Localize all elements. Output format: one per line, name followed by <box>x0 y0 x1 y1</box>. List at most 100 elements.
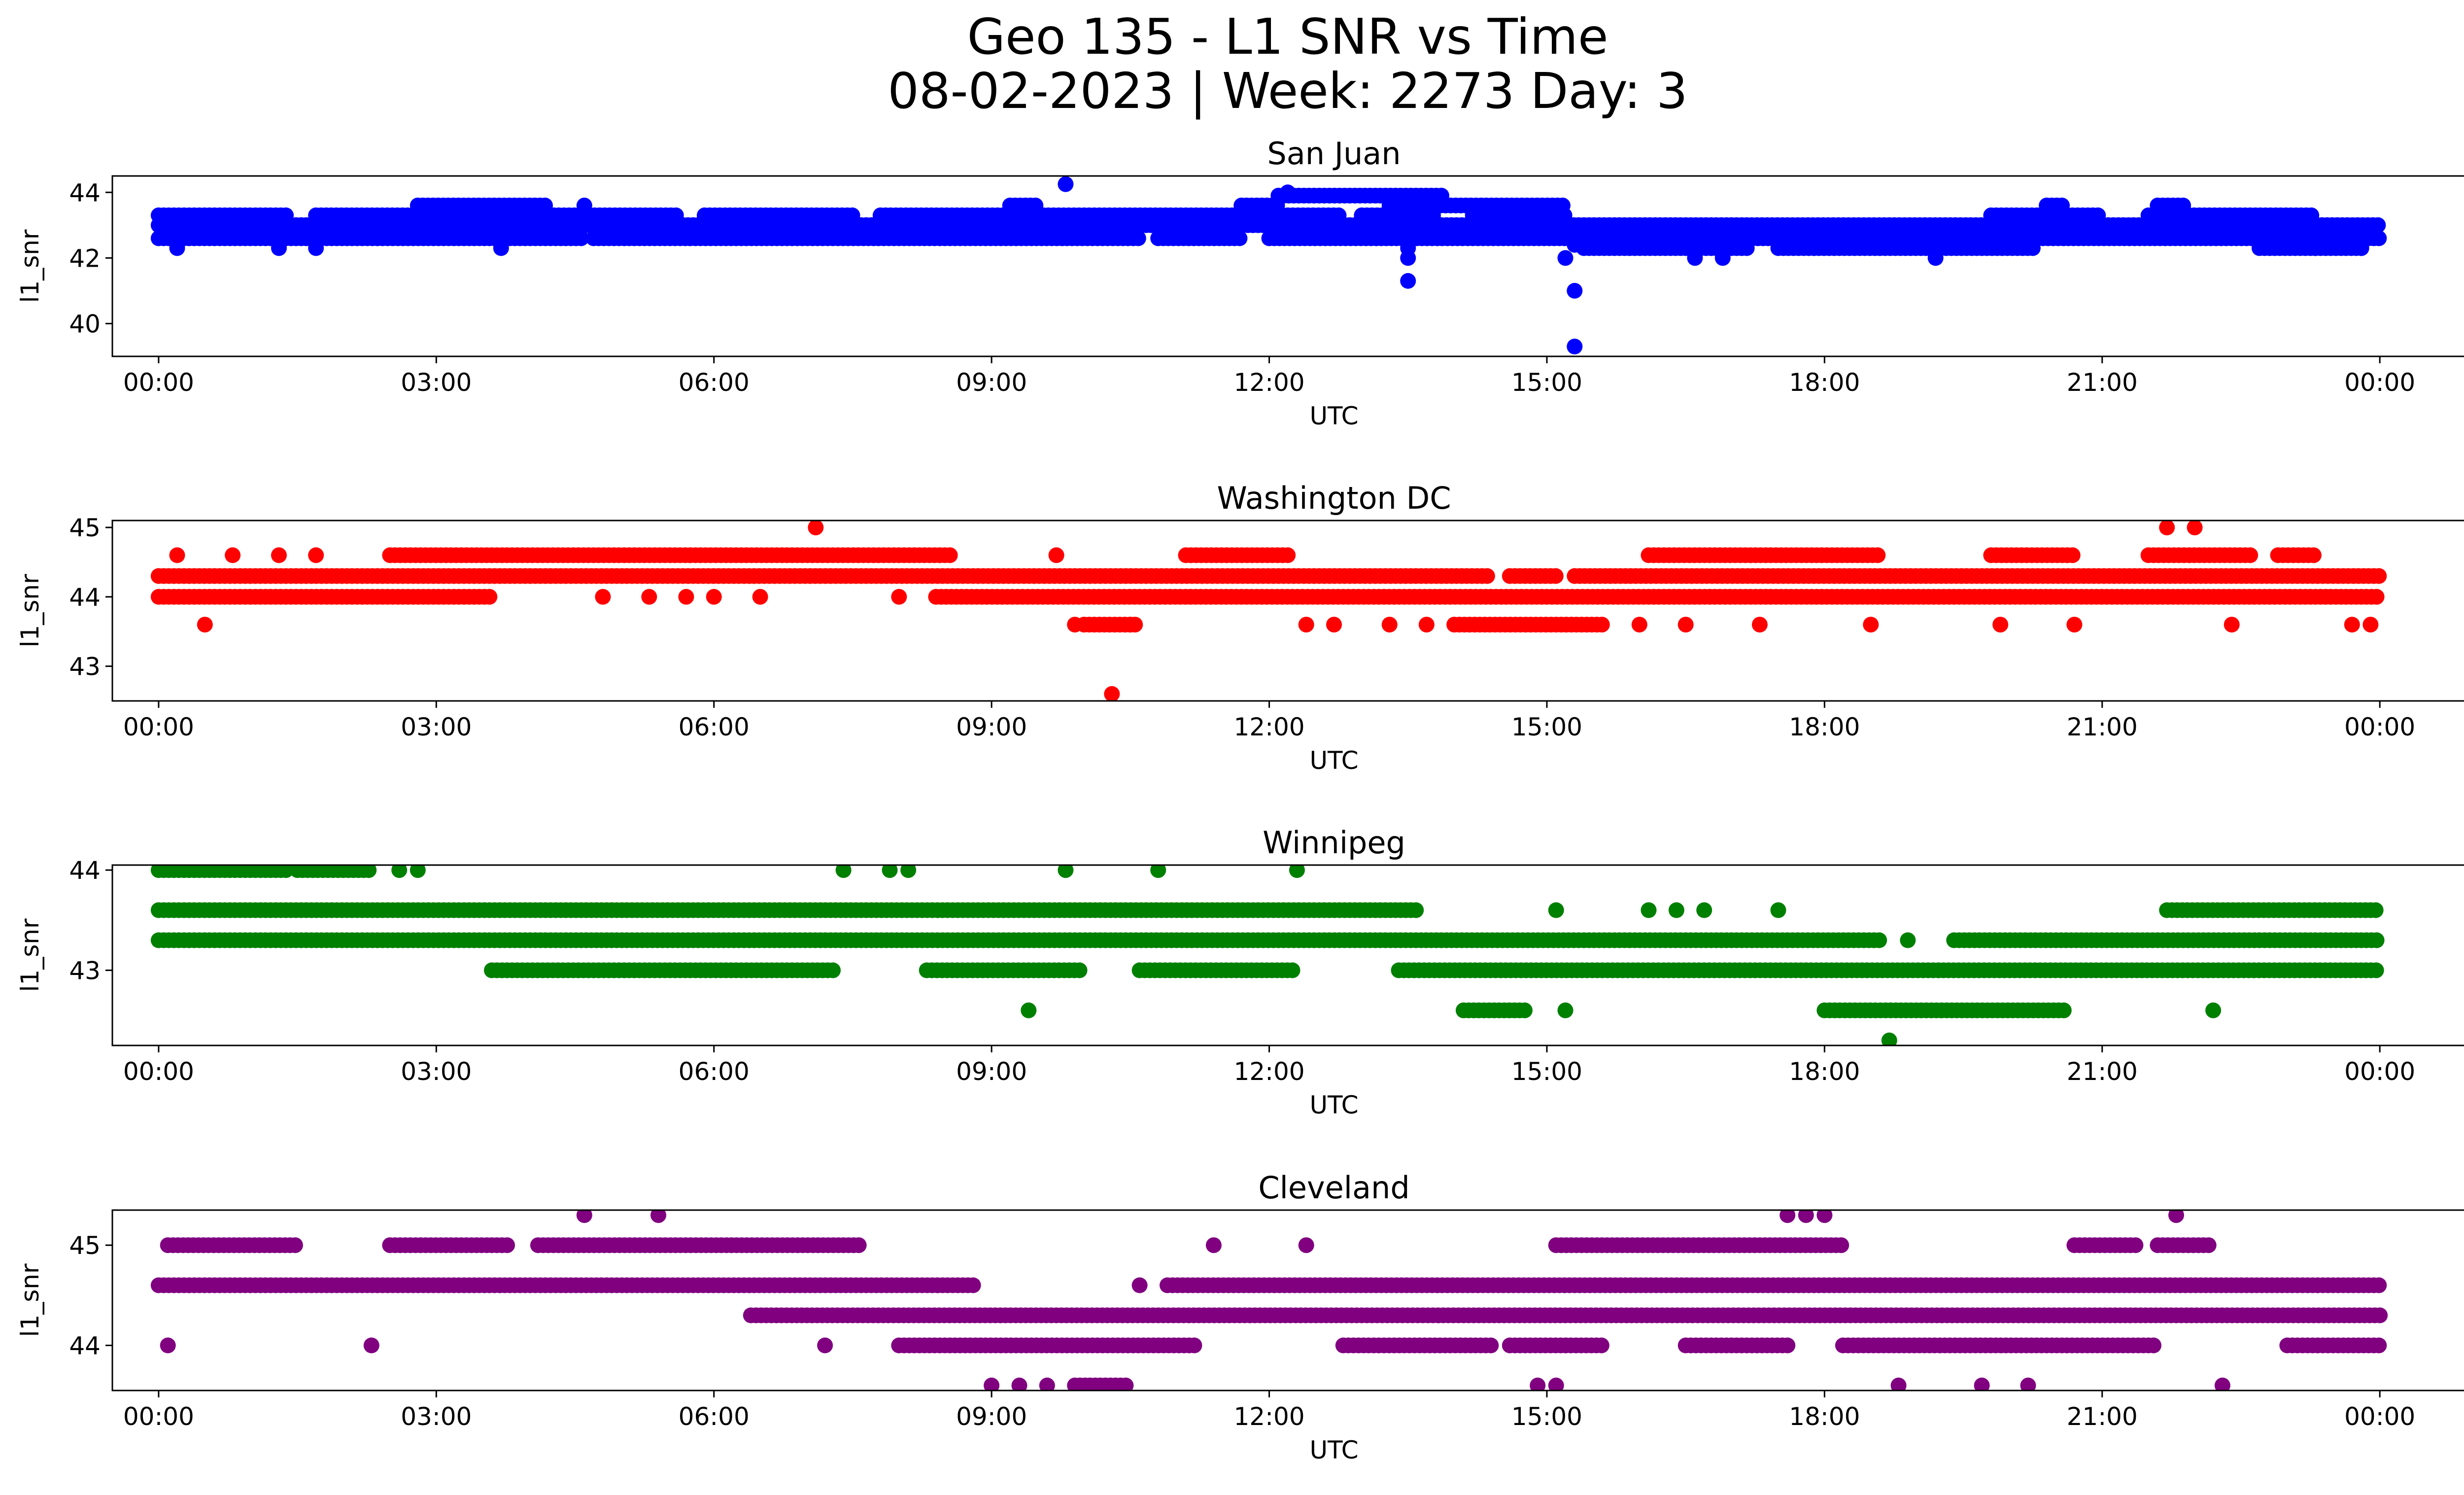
x-tick-label: 12:00 <box>1233 713 1304 741</box>
data-point <box>2146 1337 2161 1354</box>
x-tick-label: 09:00 <box>956 368 1027 397</box>
data-point <box>1751 617 1768 633</box>
data-point <box>1668 902 1684 918</box>
data-point <box>2372 1307 2388 1323</box>
data-point <box>1284 962 1300 978</box>
y-tick-label: 45 <box>69 514 101 542</box>
data-point <box>2224 617 2240 633</box>
data-point <box>1381 617 1398 633</box>
data-point <box>1900 932 1916 948</box>
data-point <box>1150 865 1166 878</box>
data-point <box>576 197 592 213</box>
x-tick-label: 21:00 <box>2067 713 2138 741</box>
data-point <box>2371 1277 2387 1293</box>
x-axis-label: UTC <box>1309 402 1358 430</box>
data-point <box>1548 902 1564 918</box>
y-axis-label: l1_snr <box>16 229 44 303</box>
axes-frame <box>111 520 2464 702</box>
data-point <box>942 547 958 563</box>
data-point <box>2368 932 2385 948</box>
data-point <box>391 865 408 878</box>
data-point <box>2064 547 2081 563</box>
data-point <box>825 962 841 978</box>
y-axis-label: l1_snr <box>16 1263 44 1337</box>
subplot-title: Winnipeg <box>1263 825 1405 861</box>
data-point <box>1408 902 1424 918</box>
x-tick-label: 18:00 <box>1789 1402 1860 1431</box>
data-point <box>225 547 241 563</box>
x-tick-label: 00:00 <box>123 1402 194 1431</box>
data-point <box>835 865 852 878</box>
x-tick-label: 09:00 <box>956 713 1027 741</box>
data-point <box>1780 1210 1796 1223</box>
y-tick-label: 44 <box>69 1332 101 1360</box>
x-tick-label: 06:00 <box>679 713 750 741</box>
series-points <box>150 521 2387 701</box>
data-point <box>2066 617 2083 633</box>
data-point <box>308 547 324 563</box>
subplot-cleveland: 00:00 03:00 06:00 09:00 12:00 15:00 18:00 21:00… <box>16 1170 2464 1464</box>
y-tick-label: 43 <box>69 653 101 681</box>
data-point <box>1974 1377 1990 1391</box>
data-point <box>1677 617 1694 633</box>
data-point <box>1798 1210 1814 1223</box>
data-point <box>1530 1377 1546 1391</box>
x-tick-label: 03:00 <box>401 368 472 397</box>
data-point <box>1547 568 1564 584</box>
y-tick-label: 44 <box>69 178 101 207</box>
data-point <box>2307 240 2323 256</box>
data-point <box>271 547 287 563</box>
data-point <box>2187 521 2203 536</box>
data-point <box>1186 1337 1202 1354</box>
axes-frame <box>111 1209 2464 1391</box>
data-point <box>706 589 722 605</box>
x-tick-label: 15:00 <box>1511 713 1582 741</box>
data-point <box>1593 1337 1609 1354</box>
data-point <box>1567 282 1583 299</box>
data-point <box>1992 617 2009 633</box>
x-tick-label: 00:00 <box>2344 368 2415 397</box>
data-point <box>1816 1210 1833 1223</box>
data-point <box>1739 240 1755 256</box>
data-point <box>1557 1002 1574 1018</box>
data-point <box>1833 1237 1849 1253</box>
data-point <box>2353 240 2369 256</box>
data-point <box>1870 547 1886 563</box>
x-tick-label: 06:00 <box>679 1057 750 1086</box>
data-point <box>537 197 553 213</box>
axes-frame <box>111 864 2464 1046</box>
data-point <box>1011 1377 1027 1391</box>
x-tick-label: 15:00 <box>1511 368 1582 397</box>
data-point <box>169 240 185 256</box>
x-tick-label: 03:00 <box>401 713 472 741</box>
x-axis-label: UTC <box>1309 746 1358 775</box>
data-point <box>851 1237 867 1253</box>
data-point <box>1131 1277 1148 1293</box>
data-point <box>2370 217 2386 233</box>
data-point <box>1714 250 1731 266</box>
data-point <box>752 589 768 605</box>
data-point <box>1567 339 1583 354</box>
x-tick-label: 12:00 <box>1233 1057 1304 1086</box>
data-point <box>1021 1002 1037 1018</box>
data-point <box>481 589 498 605</box>
data-point <box>1479 568 1495 584</box>
data-point <box>2368 962 2384 978</box>
data-point <box>1780 1337 1796 1354</box>
x-tick-label: 03:00 <box>401 1402 472 1431</box>
subplot-title: Cleveland <box>1258 1170 1409 1206</box>
x-tick-label: 12:00 <box>1233 368 1304 397</box>
series-points <box>150 865 2385 1045</box>
axes-frame <box>111 175 2464 357</box>
x-tick-label: 09:00 <box>956 1057 1027 1086</box>
subplot-winnipeg: 00:00 03:00 06:00 09:00 12:00 15:00 18:00 21:00… <box>16 825 2464 1119</box>
data-point <box>2368 589 2385 605</box>
data-point <box>2054 197 2070 213</box>
data-point <box>169 547 185 563</box>
data-point <box>1516 1002 1533 1018</box>
y-tick-label: 44 <box>69 856 101 885</box>
data-point <box>1058 176 1074 192</box>
x-axis-label: UTC <box>1309 1091 1358 1119</box>
data-point <box>650 1210 666 1223</box>
data-point <box>1205 1237 1222 1253</box>
